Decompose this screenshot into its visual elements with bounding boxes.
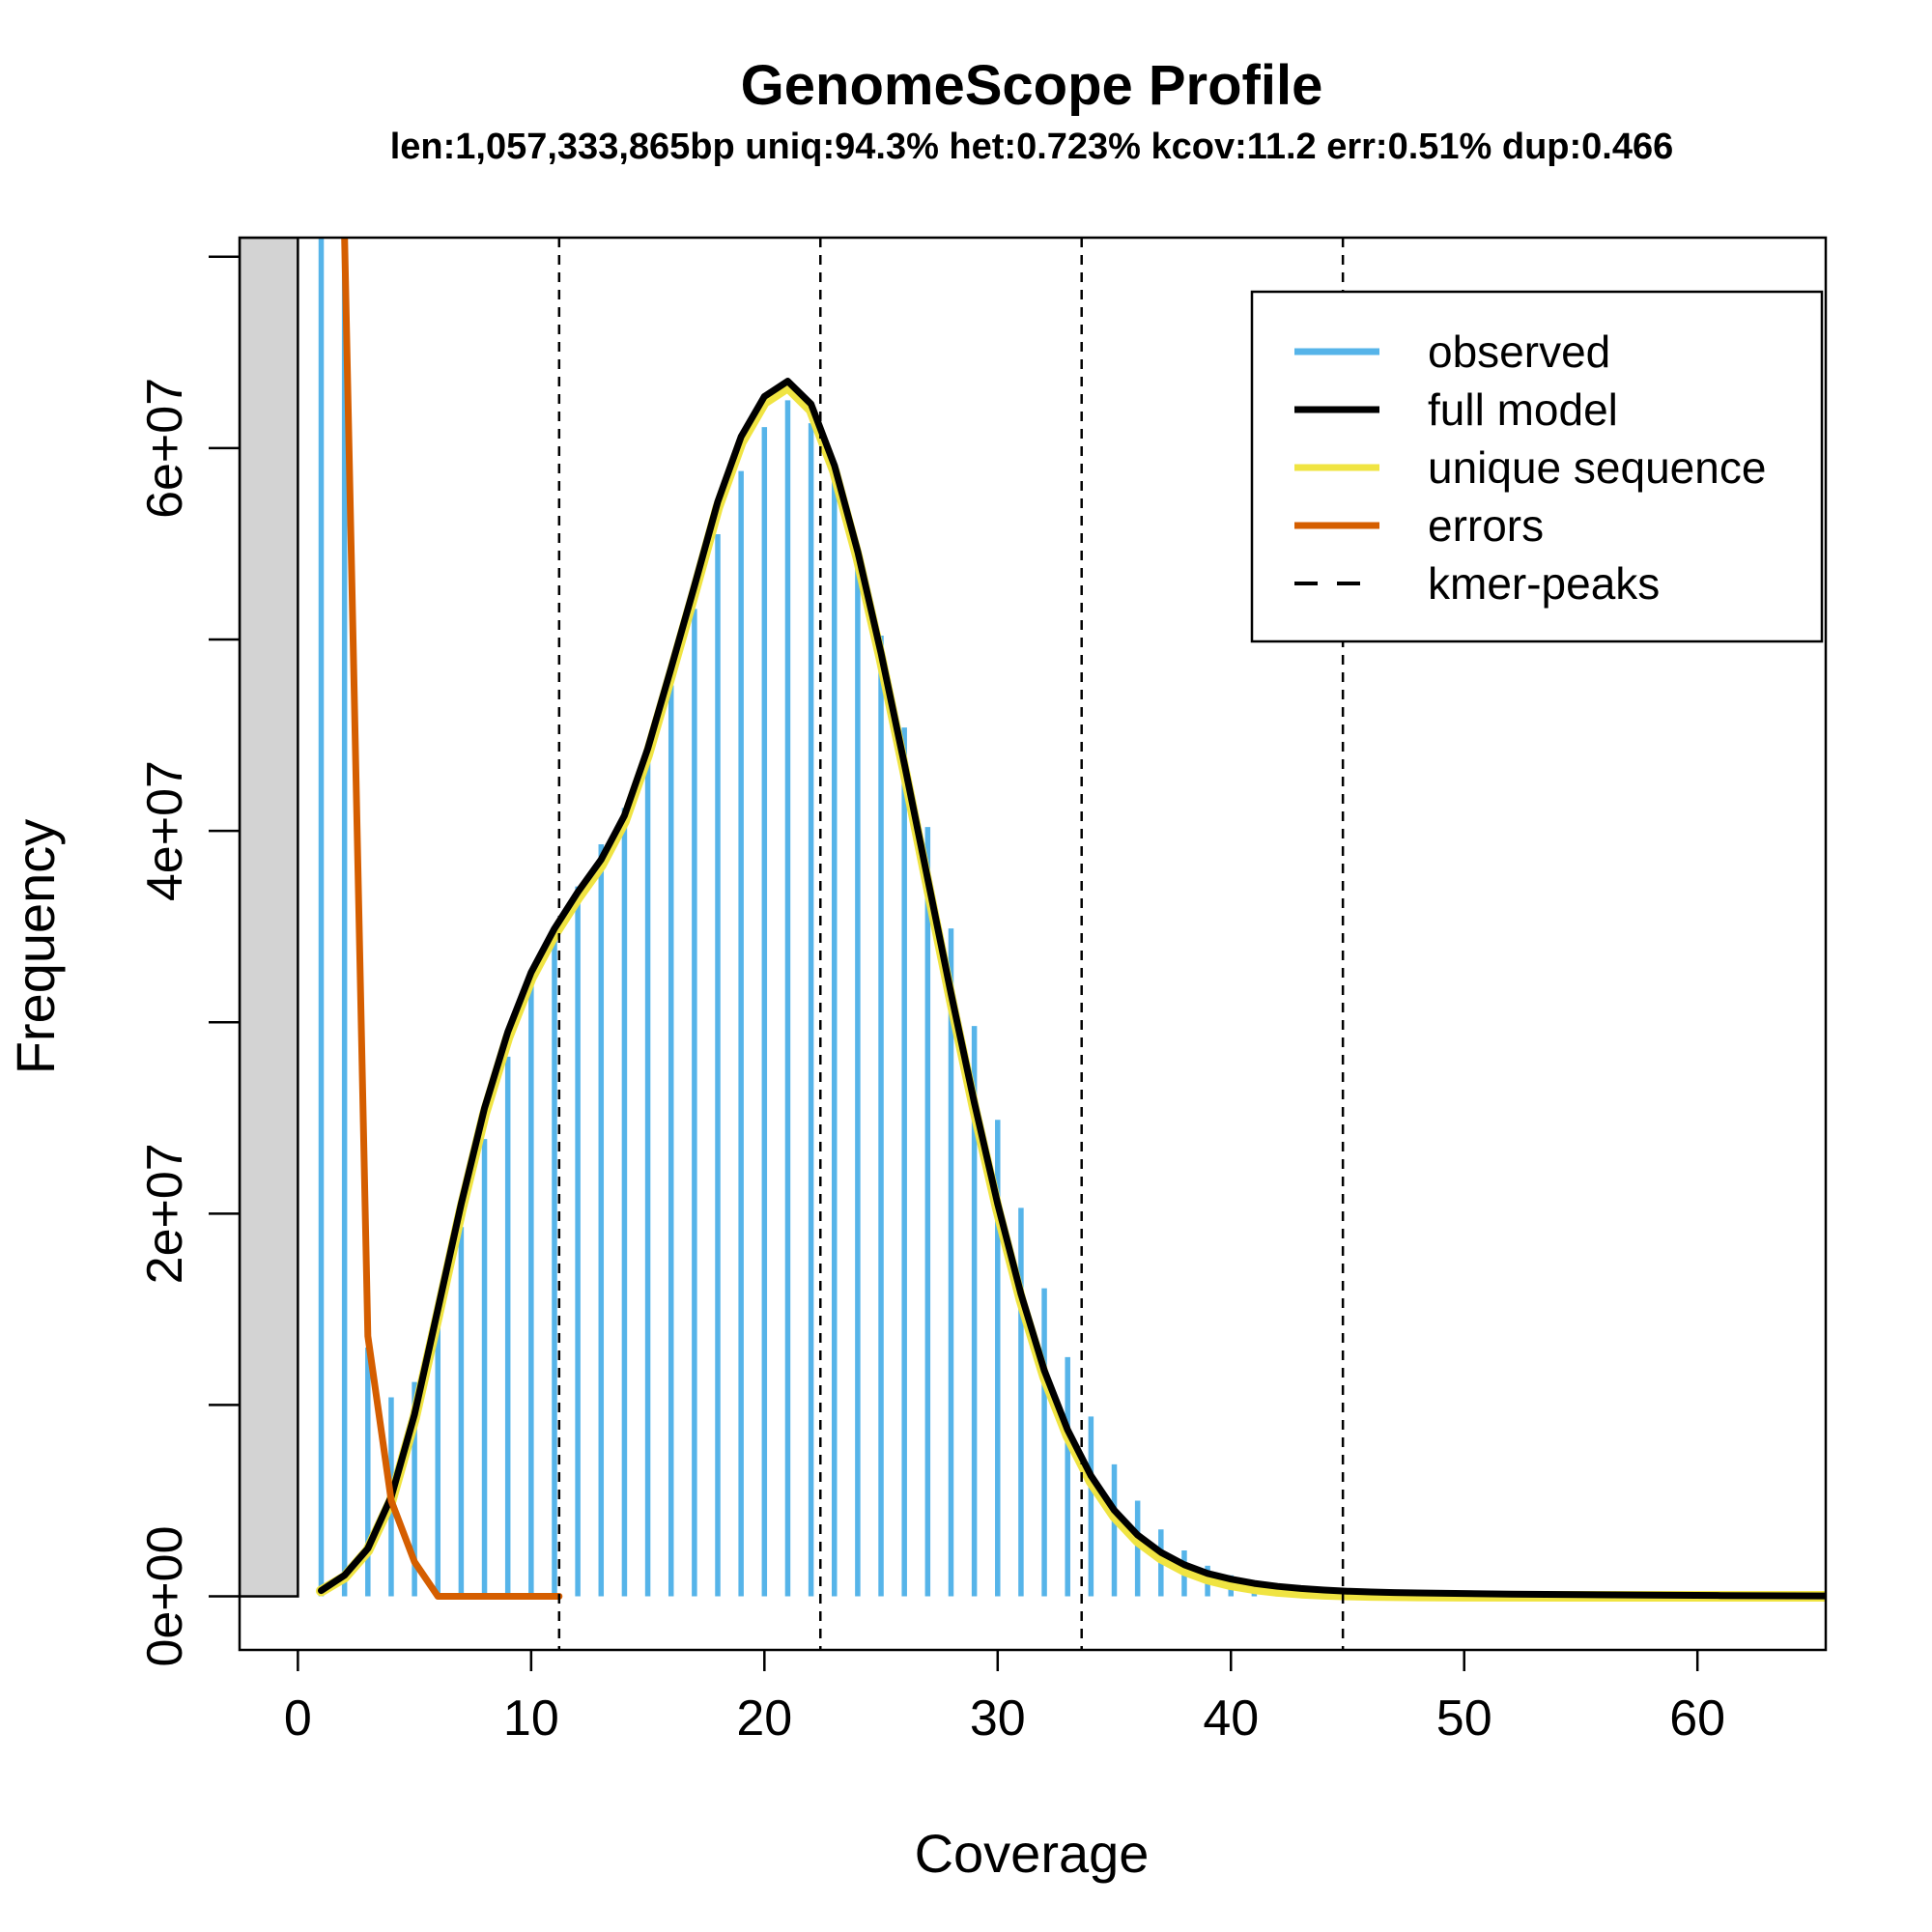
chart-title: GenomeScope Profile: [741, 54, 1323, 117]
plot-frame: [238, 236, 1828, 1652]
full-model-line: [318, 378, 1826, 1600]
errors-line: [341, 238, 563, 1600]
legend: observed full model unique sequence errors k…: [1250, 290, 1824, 643]
legend-label: kmer-peaks: [1428, 558, 1660, 609]
y-tick-label: 0e+00: [137, 1526, 193, 1667]
x-tick-label: 10: [503, 1690, 559, 1747]
y-tick-label: 4e+07: [137, 760, 193, 901]
chart-subtitle: len:1,057,333,865bp uniq:94.3% het:0.723…: [390, 127, 1674, 167]
x-tick-label: 0: [284, 1690, 312, 1747]
legend-label: full model: [1428, 384, 1618, 435]
excluded-region: [240, 238, 299, 1598]
y-tick-label: 6e+07: [137, 378, 193, 519]
legend-label: errors: [1428, 500, 1544, 551]
legend-label: observed: [1428, 327, 1610, 377]
y-tick-label: 2e+07: [137, 1143, 193, 1284]
y-axis-label: Frequency: [5, 819, 66, 1075]
plot-clip-group: [240, 238, 1826, 1650]
plot-area: 0 10 20 30 40 50 60 0e+00 2e+07 4e+07 6e+07: [137, 236, 1828, 1747]
x-tick-label: 30: [970, 1690, 1026, 1747]
x-tick-label: 20: [736, 1690, 792, 1747]
x-tick-label: 60: [1669, 1690, 1725, 1747]
x-tick-label: 40: [1203, 1690, 1259, 1747]
x-axis-label: Coverage: [915, 1823, 1150, 1884]
legend-label: unique sequence: [1428, 442, 1766, 493]
x-tick-label: 50: [1436, 1690, 1492, 1747]
